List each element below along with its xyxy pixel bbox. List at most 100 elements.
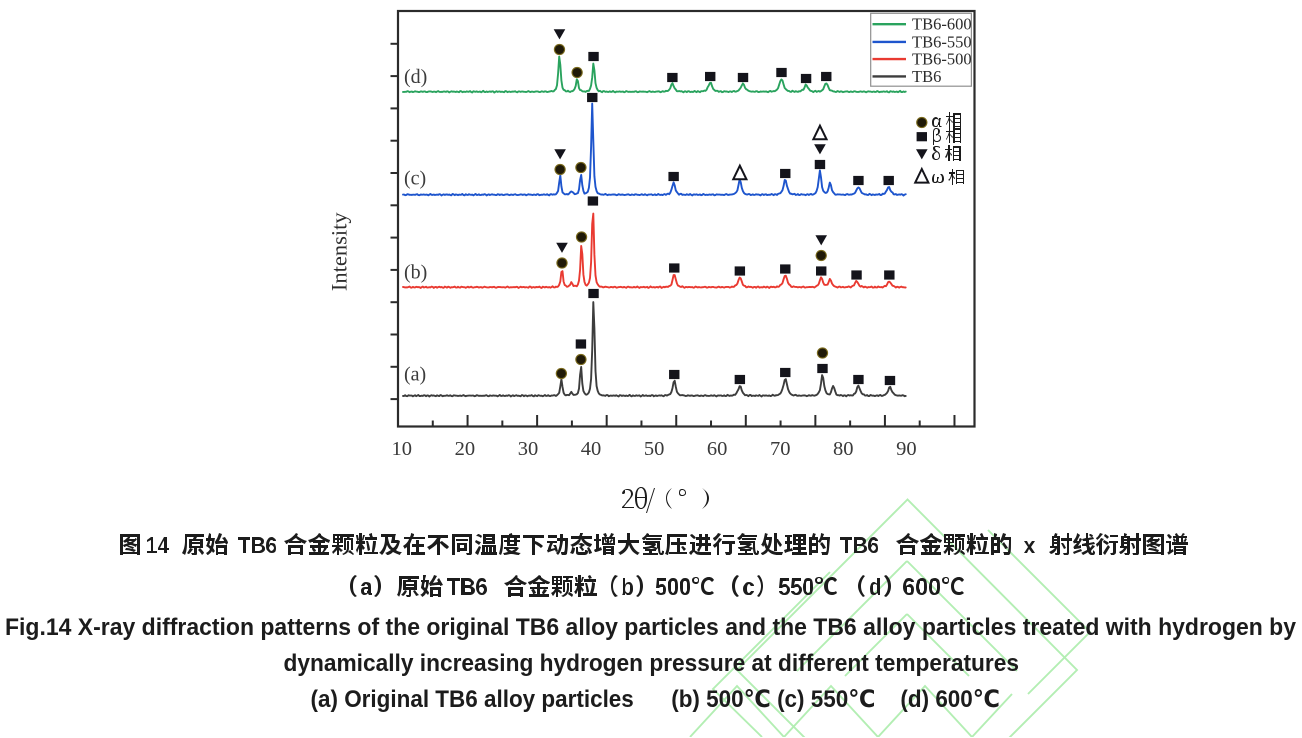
x-axis-title-path (622, 487, 709, 513)
x-axis-title (622, 487, 709, 513)
omega-triangle-marker (913, 166, 930, 184)
beta-square-marker (800, 73, 812, 84)
beta-square-marker (669, 369, 680, 380)
beta-square-marker (587, 92, 598, 103)
alpha-circle-marker (916, 116, 928, 129)
caption-zh-line2-glyphs (350, 575, 964, 597)
x-axis-ticks (397, 415, 956, 427)
xrd-plot: 10 20 30 40 50 60 70 80 90 (d)(c)(b)(a) TB6-600T… (390, 9, 976, 460)
beta-square-marker (780, 168, 791, 179)
beta-square-marker (821, 71, 832, 82)
delta-triangle-marker (554, 149, 566, 160)
legend-label-TB6-600: TB6-600 (912, 15, 972, 34)
x-tick-label: 40 (581, 438, 602, 460)
beta-square-marker (587, 196, 599, 206)
beta-square-marker (588, 288, 599, 299)
beta-square-marker (705, 71, 716, 82)
phase-label-glyphs (933, 127, 961, 145)
delta-triangle-marker (916, 149, 928, 160)
phase-marker-tri-down (916, 149, 928, 160)
trace-TB6-550 (402, 102, 907, 197)
alpha-circle-marker (554, 163, 566, 176)
omega-triangle-marker (811, 123, 829, 141)
beta-square-marker (851, 270, 862, 280)
x-axis-tick-labels: 10 20 30 40 50 60 70 80 90 (392, 438, 917, 460)
phase-legend (913, 112, 964, 185)
omega-triangle-marker (731, 163, 749, 181)
alpha-circle-marker (575, 353, 587, 366)
alpha-circle-marker (575, 161, 587, 174)
beta-square-marker (853, 374, 864, 385)
legend-label-TB6: TB6 (912, 67, 941, 86)
beta-square-marker (884, 270, 895, 280)
row-label-c: (c) (404, 168, 426, 190)
legend-label-TB6-500: TB6-500 (912, 50, 972, 69)
beta-square-marker (817, 363, 828, 374)
caption-zh-line1-glyphs (120, 533, 1188, 555)
beta-square-marker (668, 171, 679, 182)
legend-border (870, 12, 973, 87)
trace-row-labels: (d) (c) (b) (a) (404, 66, 427, 386)
x-tick-label: 70 (770, 438, 791, 460)
x-tick-label: 80 (833, 438, 854, 460)
caption-en-line2: dynamically increasing hydrogen pressure… (284, 650, 1020, 677)
phase-label-glyphs (932, 145, 961, 161)
y-axis-ticks (390, 42, 398, 401)
beta-square-marker (734, 374, 746, 385)
beta-square-marker (667, 72, 678, 83)
row-label-a: (a) (404, 364, 426, 386)
watermark-path (711, 571, 831, 737)
phase-marker-square (916, 132, 927, 142)
x-tick-label: 20 (455, 438, 476, 460)
beta-square-marker (814, 159, 826, 170)
delta-triangle-marker (814, 144, 826, 155)
alpha-circle-marker (556, 257, 568, 269)
beta-square-marker (734, 266, 746, 276)
beta-square-marker (853, 175, 864, 186)
xrd-traces (402, 55, 907, 398)
alpha-circle-marker (555, 367, 568, 380)
alpha-circle-marker (816, 347, 829, 359)
beta-square-marker (916, 132, 927, 142)
caption-zh-line2-path (350, 575, 964, 597)
caption-zh-line1-path (120, 533, 1188, 555)
delta-triangle-marker (815, 235, 828, 246)
delta-triangle-marker (556, 242, 568, 253)
beta-square-marker (780, 264, 791, 274)
alpha-circle-marker (571, 66, 583, 79)
plot-border (396, 9, 976, 428)
beta-square-marker (780, 367, 791, 378)
alpha-circle-marker (553, 43, 566, 56)
trace-TB6-500 (402, 212, 907, 289)
x-tick-label: 50 (644, 438, 665, 460)
alpha-circle-marker (815, 249, 827, 262)
alpha-circle-marker (575, 231, 588, 243)
peak-phase-markers (553, 29, 896, 386)
beta-square-marker (884, 375, 896, 386)
x-tick-label: 90 (896, 438, 917, 460)
x-tick-label: 30 (518, 438, 539, 460)
beta-square-marker (669, 263, 680, 273)
watermark-logo-icon (689, 498, 1092, 737)
legend-label-TB6-550: TB6-550 (912, 32, 972, 51)
phase-label-glyphs (932, 169, 964, 185)
phase-marker-tri-up-open (913, 166, 930, 184)
caption-en-line1: Fig.14 X-ray diffraction patterns of the… (5, 614, 1297, 641)
watermark-path (689, 684, 1013, 737)
caption-en-line3: (a) Original TB6 alloy particles (b) 500… (311, 686, 1001, 713)
phase-marker-circle (916, 116, 928, 129)
trace-TB6-600 (402, 55, 907, 94)
x-tick-label: 10 (392, 438, 413, 460)
y-axis-title: Intensity (327, 212, 352, 291)
watermark-path (844, 613, 970, 677)
beta-square-marker (816, 266, 827, 276)
trace-TB6 (402, 301, 907, 398)
watermark-path (987, 529, 1092, 695)
captions: Fig.14 X-ray diffraction patterns of the… (5, 533, 1297, 713)
row-label-b: (b) (404, 262, 427, 284)
beta-square-marker (575, 339, 587, 349)
beta-square-marker (588, 51, 599, 62)
